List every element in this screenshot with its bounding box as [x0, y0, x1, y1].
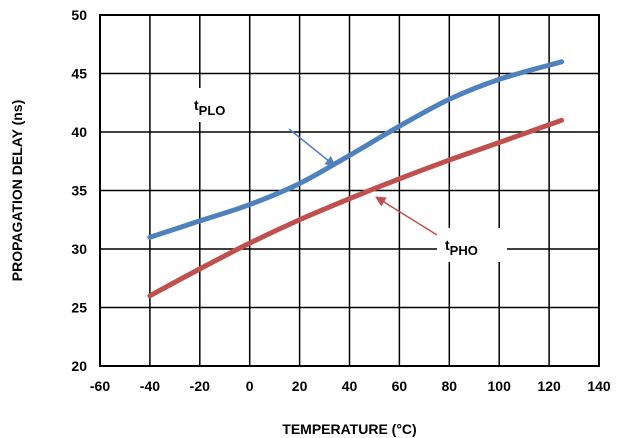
- series-label-text: tPLO: [194, 97, 225, 118]
- x-tick-label: -20: [190, 378, 210, 394]
- grid: [99, 14, 600, 367]
- x-tick-label: -40: [140, 378, 160, 394]
- x-tick-label: 140: [587, 378, 611, 394]
- series-label-tplo: tPLO: [186, 88, 336, 167]
- series-line-tpho: [147, 117, 565, 299]
- series-lines: [147, 59, 565, 299]
- x-tick-labels: -60 -40 -20 0 20 40 60 80 100 120 140: [90, 378, 611, 394]
- x-tick-label: 100: [488, 378, 512, 394]
- y-tick-label: 25: [71, 300, 87, 316]
- series-annotations: tPLO tPHO: [186, 88, 507, 262]
- x-tick-label: 60: [392, 378, 408, 394]
- y-tick-labels: 20 25 30 35 40 45 50: [71, 7, 87, 374]
- x-tick-label: 80: [442, 378, 458, 394]
- y-tick-label: 50: [71, 7, 87, 23]
- x-axis-title: TEMPERATURE (°C): [282, 421, 416, 437]
- y-tick-label: 35: [71, 183, 87, 199]
- x-tick-label: 0: [246, 378, 254, 394]
- series-arrow-tplo: [288, 128, 336, 167]
- y-tick-label: 45: [71, 66, 87, 82]
- y-tick-label: 30: [71, 241, 87, 257]
- series-line-tplo: [147, 59, 565, 240]
- series-label-tpho: tPHO: [375, 196, 507, 262]
- y-axis-title: PROPAGATION DELAY (ns): [9, 100, 25, 282]
- plot-frame: [99, 14, 600, 367]
- x-tick-label: 40: [342, 378, 358, 394]
- x-tick-label: 20: [292, 378, 308, 394]
- series-label-text: tPHO: [445, 237, 478, 258]
- y-tick-label: 20: [71, 358, 87, 374]
- series-arrow-tpho: [375, 196, 438, 236]
- y-tick-label: 40: [71, 124, 87, 140]
- x-tick-label: -60: [90, 378, 110, 394]
- x-tick-label: 120: [537, 378, 561, 394]
